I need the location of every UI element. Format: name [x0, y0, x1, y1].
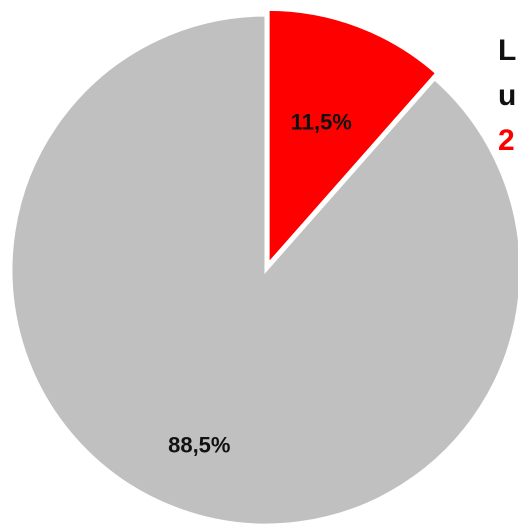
pie-slice-1: [266, 7, 439, 269]
pie-slice-label-2: 88,5%: [168, 432, 230, 457]
side-caption-line-3: 2: [498, 124, 515, 157]
pie-labels: 11,5% 88,5%: [168, 109, 352, 457]
side-caption-line-2: u: [498, 79, 517, 112]
pie-slices: [9, 7, 518, 527]
side-caption-line-1: L: [498, 34, 517, 67]
side-caption: L u 2: [498, 28, 518, 163]
pie-slice-2: [9, 13, 518, 527]
pie-slice-label-1: 11,5%: [291, 109, 352, 134]
